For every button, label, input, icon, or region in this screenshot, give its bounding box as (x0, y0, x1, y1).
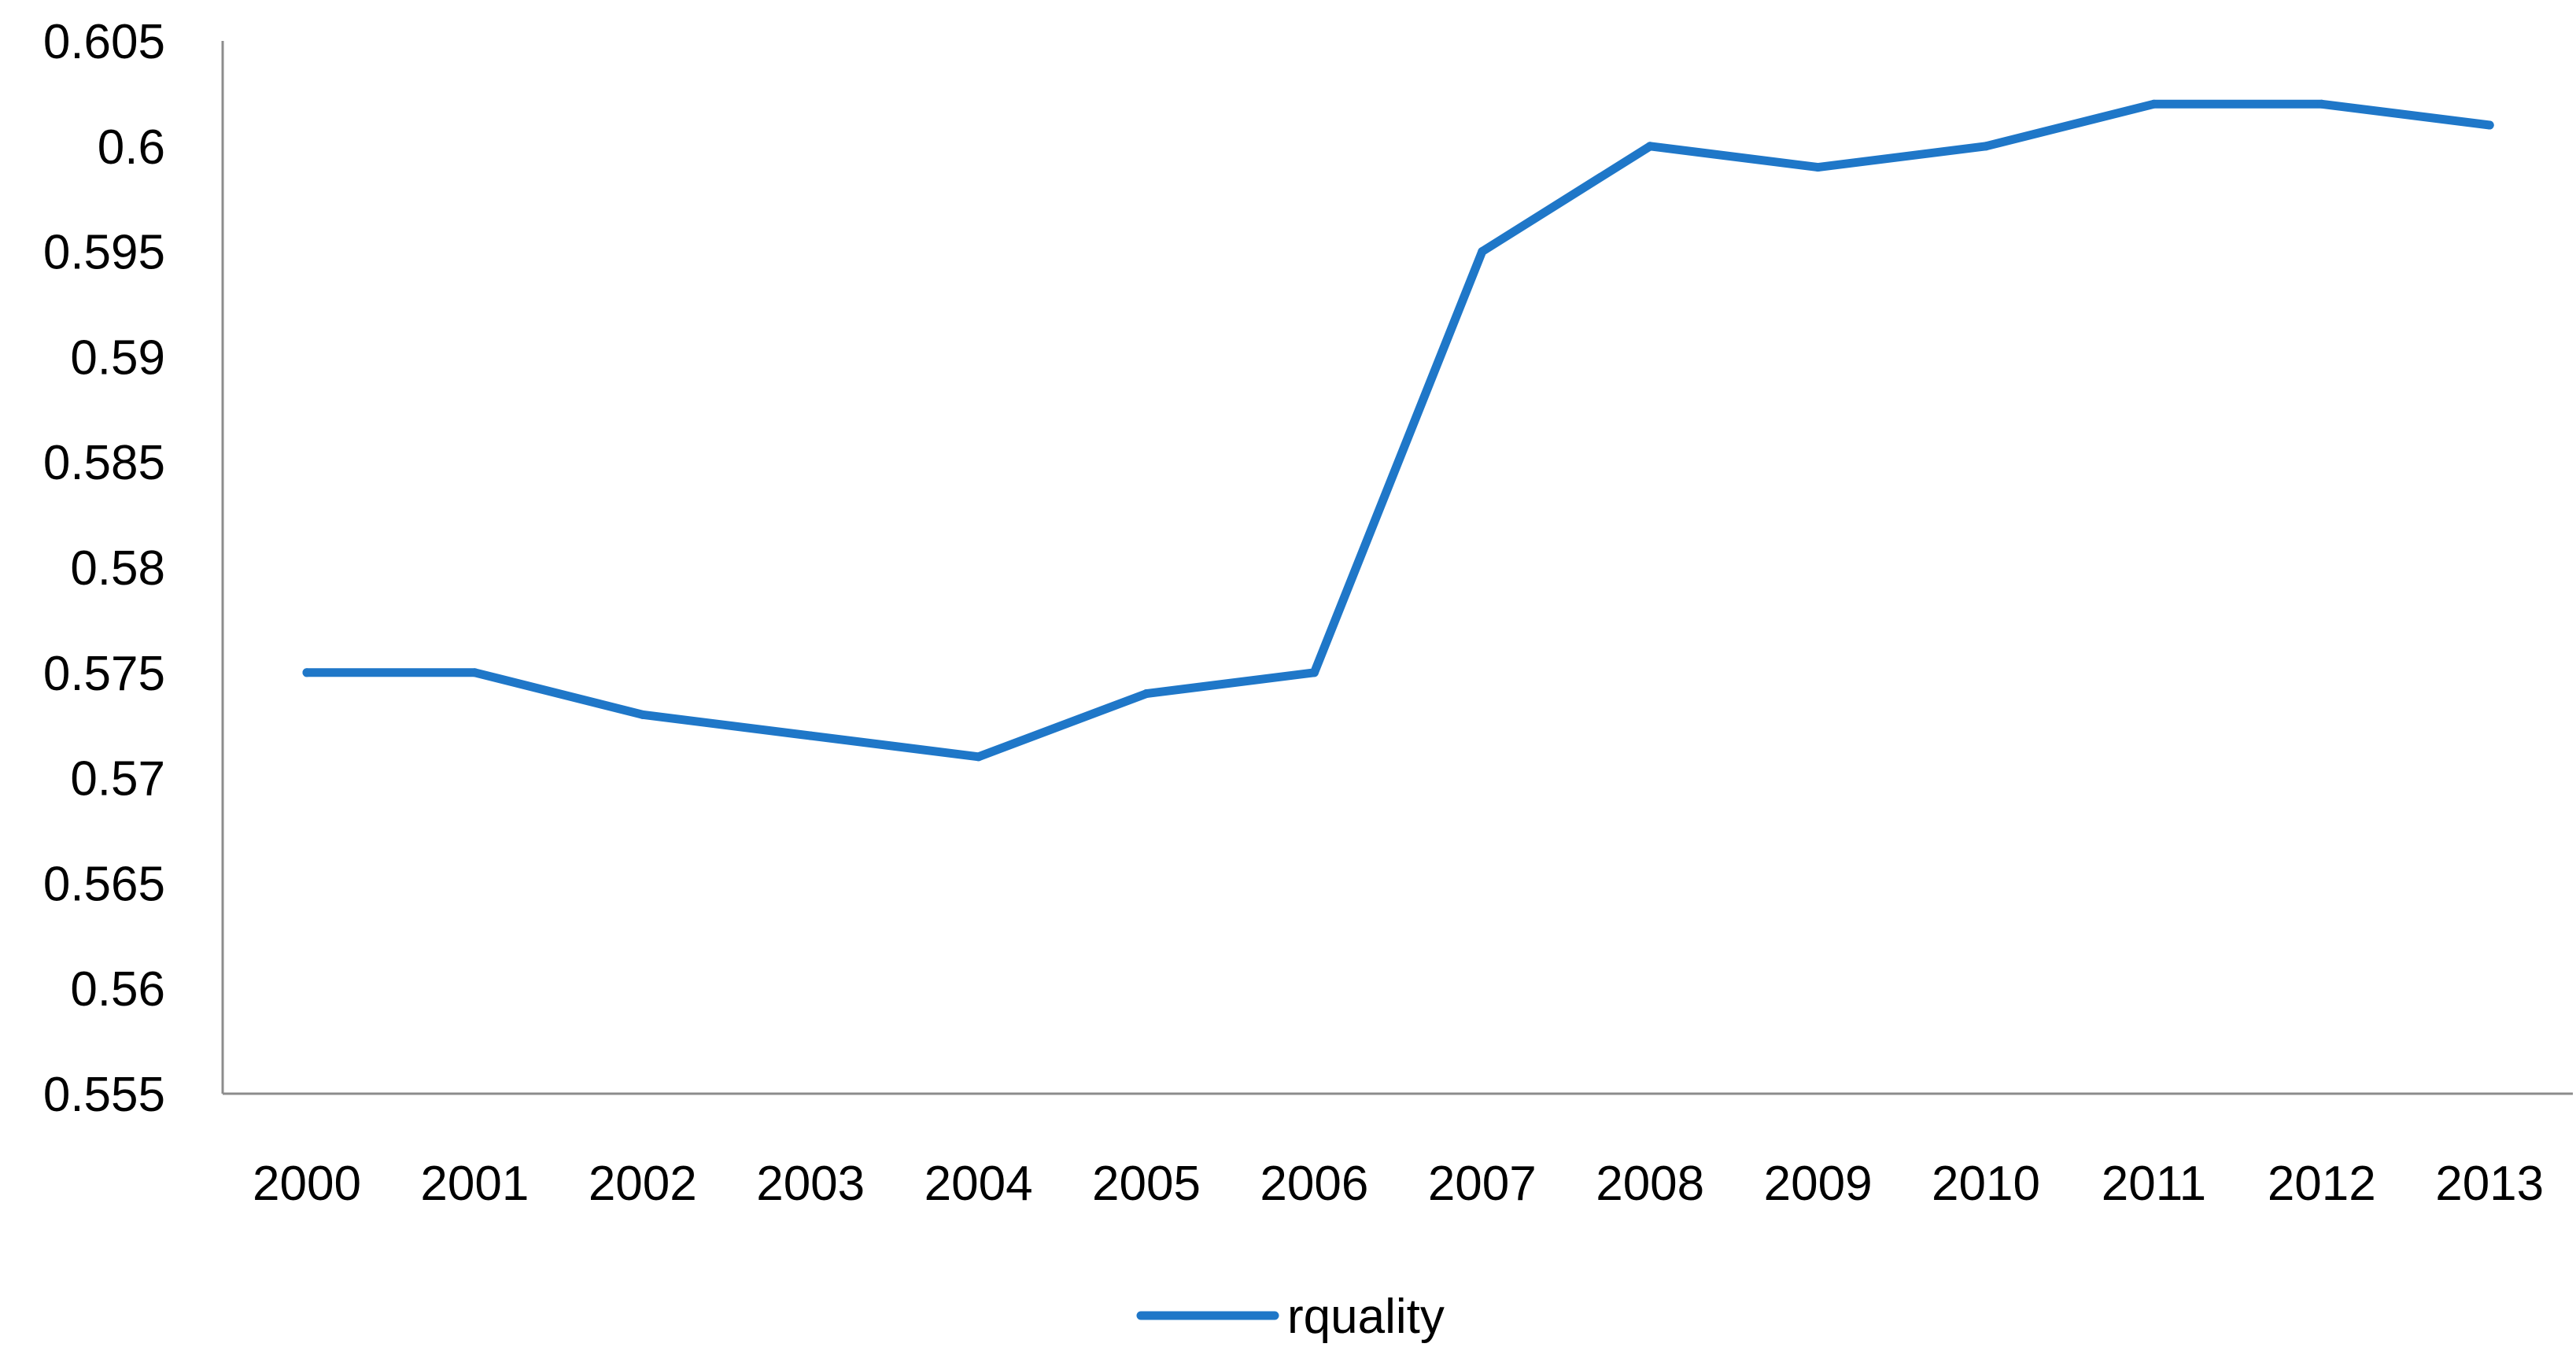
x-axis: 2000 2001 2002 2003 2004 2005 2006 2007 2008 2009… (223, 1092, 2573, 1211)
x-tick-label: 2002 (589, 1157, 697, 1211)
y-tick-label: 0.605 (43, 15, 165, 69)
data-point (1478, 247, 1487, 257)
data-point (1309, 668, 1319, 677)
x-tick-label: 2009 (1764, 1157, 1873, 1211)
y-tick-label: 0.6 (98, 120, 165, 175)
y-tick-label: 0.575 (43, 647, 165, 701)
x-tick-label: 2003 (756, 1157, 865, 1211)
y-tick-label: 0.59 (70, 330, 165, 385)
data-point (806, 731, 815, 740)
x-tick-label: 2008 (1596, 1157, 1704, 1211)
y-tick-label: 0.585 (43, 436, 165, 490)
y-tick-label: 0.58 (70, 541, 165, 596)
y-tick-label: 0.595 (43, 226, 165, 280)
data-point (2317, 99, 2327, 109)
series-line-rquality (302, 99, 2494, 762)
data-point (1142, 689, 1151, 699)
x-tick-label: 2004 (924, 1157, 1033, 1211)
x-tick-label: 2013 (2435, 1157, 2544, 1211)
data-point (2149, 99, 2158, 109)
y-tick-label: 0.56 (70, 962, 165, 1017)
data-point (974, 752, 984, 762)
data-point (302, 668, 312, 677)
x-tick-label: 2012 (2268, 1157, 2376, 1211)
x-tick-label: 2011 (2102, 1157, 2206, 1211)
data-point (1981, 142, 1991, 151)
data-point (2485, 120, 2494, 130)
y-tick-label: 0.57 (70, 752, 165, 806)
data-point (470, 668, 479, 677)
x-tick-label: 2006 (1260, 1157, 1368, 1211)
x-tick-label: 2010 (1932, 1157, 2040, 1211)
y-tick-label: 0.565 (43, 857, 165, 911)
x-tick-label: 2000 (253, 1157, 361, 1211)
data-point (1645, 142, 1655, 151)
x-tick-label: 2005 (1092, 1157, 1201, 1211)
y-axis: 0.555 0.56 0.565 0.57 0.575 0.58 0.585 0.59 0.59… (43, 15, 224, 1122)
series-layer (302, 99, 2494, 762)
data-point (638, 710, 648, 719)
x-tick-label: 2007 (1428, 1157, 1537, 1211)
legend: rquality (1136, 1290, 1445, 1344)
x-tick-label: 2001 (420, 1157, 529, 1211)
data-point (1814, 163, 1823, 172)
legend-label: rquality (1287, 1290, 1445, 1344)
y-tick-label: 0.555 (43, 1068, 165, 1122)
